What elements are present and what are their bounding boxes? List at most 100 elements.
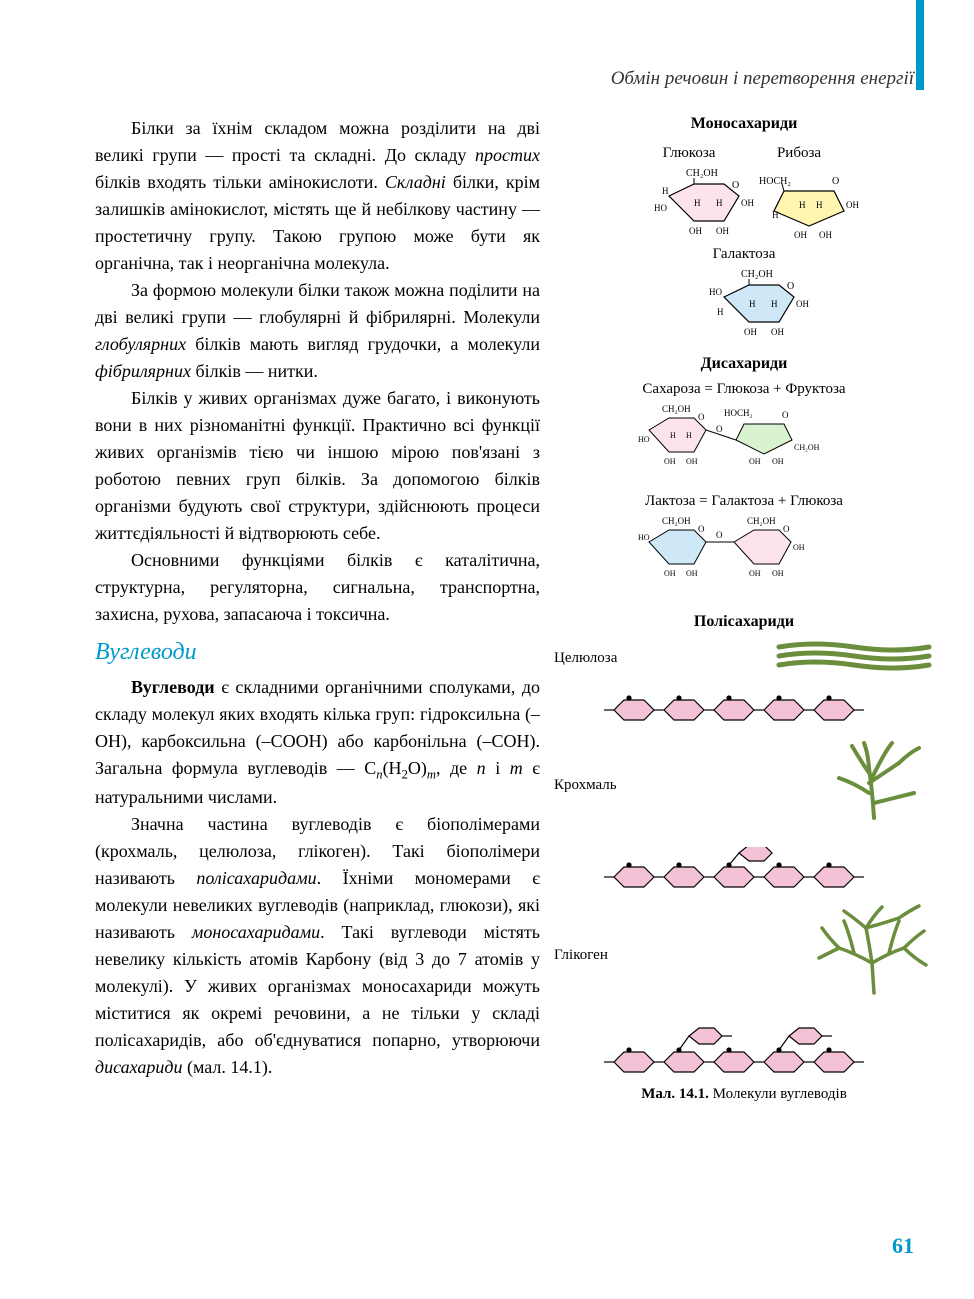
em: фібрилярних	[95, 361, 191, 381]
svg-text:CH₂OH: CH₂OH	[747, 516, 776, 526]
glycogen-chain-icon	[554, 1022, 934, 1078]
paragraph-1: Білки за їхнім складом можна розділити н…	[95, 115, 540, 277]
svg-text:H: H	[772, 210, 779, 220]
svg-text:HOCH₂: HOCH₂	[724, 408, 753, 418]
figure-caption: Мал. 14.1. Молекули вуглеводів	[554, 1086, 934, 1103]
paragraph-3: Білків у живих організмах дуже багато, і…	[95, 385, 540, 547]
text: (H	[383, 758, 402, 778]
galactose-icon: CH₂OH O HO OH H OH OH H H	[699, 267, 789, 337]
ribose-label: Рибоза	[777, 145, 821, 162]
galactose-block: Галактоза CH₂OH O HO OH H OH OH H H	[554, 242, 934, 337]
svg-text:H: H	[816, 200, 823, 210]
svg-text:H: H	[716, 198, 723, 208]
ribose-block: Рибоза HOCH₂ O OH OH OH H H H	[754, 141, 844, 236]
svg-text:OH: OH	[794, 230, 807, 240]
poly-heading: Полісахариди	[554, 613, 934, 631]
svg-text:O: O	[716, 424, 723, 434]
ribose-icon: HOCH₂ O OH OH OH H H H	[754, 166, 844, 236]
em: полісахаридами	[196, 868, 316, 888]
svg-text:OH: OH	[716, 226, 729, 236]
svg-text:H: H	[799, 200, 806, 210]
text: білків входять тільки амінокислоти.	[95, 172, 385, 192]
svg-text:OH: OH	[686, 457, 698, 466]
svg-text:OH: OH	[819, 230, 832, 240]
svg-text:OH: OH	[744, 327, 757, 337]
svg-text:OH: OH	[664, 457, 676, 466]
svg-text:OH: OH	[772, 569, 784, 578]
sub: m	[427, 768, 436, 782]
svg-text:CH₂OH: CH₂OH	[686, 168, 718, 179]
svg-text:HO: HO	[654, 203, 667, 213]
text: білків мають вигляд грудочки, а молекули	[186, 334, 540, 354]
mono-heading: Моносахариди	[554, 115, 934, 133]
starch-block: Крохмаль	[554, 738, 934, 833]
glycogen-block: Глікоген	[554, 903, 934, 1008]
glycogen-label: Глікоген	[554, 947, 608, 964]
chapter-title: Обмін речовин і перетворення енергії	[611, 68, 914, 90]
glycogen-blob-icon	[814, 903, 934, 1008]
glucose-label: Глюкоза	[663, 145, 716, 162]
paragraph-5: Вуглеводи є складними органічними сполук…	[95, 674, 540, 811]
svg-text:OH: OH	[749, 457, 761, 466]
page-number: 61	[892, 1233, 914, 1259]
glucose-block: Глюкоза CH₂OH O H OH HO OH OH H H	[644, 141, 734, 236]
svg-text:O: O	[698, 412, 705, 422]
sucrose-icon: CH₂OH O HO OH OH H H HOCH₂ O CH₂OH OH OH…	[554, 402, 934, 487]
bold: Вуглеводи	[131, 677, 215, 697]
svg-text:H: H	[670, 431, 676, 440]
cellulose-label: Целюлоза	[554, 650, 617, 667]
svg-text:HO: HO	[709, 287, 722, 297]
glucose-icon: CH₂OH O H OH HO OH OH H H	[644, 166, 734, 236]
paragraph-2: За формою молекули білки також можна под…	[95, 277, 540, 385]
figure-sidebar: Моносахариди Глюкоза CH₂OH O H OH HO OH …	[554, 115, 934, 1103]
svg-text:OH: OH	[796, 299, 809, 309]
em: моносахаридами	[192, 922, 320, 942]
cellulose-block: Целюлоза	[554, 639, 934, 678]
em: глобулярних	[95, 334, 186, 354]
text: O)	[408, 758, 427, 778]
svg-text:H: H	[694, 198, 701, 208]
svg-text:O: O	[832, 176, 839, 187]
cellulose-strands-icon	[774, 639, 934, 678]
svg-text:CH₂OH: CH₂OH	[662, 404, 691, 414]
em: n	[477, 758, 486, 778]
text: і	[486, 758, 510, 778]
svg-text:O: O	[698, 524, 705, 534]
mono-row-1: Глюкоза CH₂OH O H OH HO OH OH H H Рибоза	[554, 141, 934, 236]
main-text: Білки за їхнім складом можна розділити н…	[95, 115, 540, 1081]
paragraph-6: Значна частина вуглеводів є біополімерам…	[95, 811, 540, 1081]
svg-text:CH₂OH: CH₂OH	[794, 443, 820, 452]
svg-text:O: O	[783, 524, 790, 534]
text: , де	[436, 758, 477, 778]
svg-text:OH: OH	[772, 457, 784, 466]
svg-text:OH: OH	[689, 226, 702, 236]
svg-text:O: O	[782, 410, 789, 420]
svg-text:OH: OH	[741, 198, 754, 208]
svg-text:OH: OH	[793, 543, 805, 552]
caption-num: Мал. 14.1.	[641, 1086, 709, 1102]
svg-text:OH: OH	[686, 569, 698, 578]
caption-text: Молекули вуглеводів	[709, 1086, 847, 1102]
text: Білки за їхнім складом можна розділити н…	[95, 118, 540, 165]
em: дисахариди	[95, 1057, 183, 1077]
svg-text:O: O	[716, 530, 723, 540]
svg-text:HO: HO	[638, 435, 650, 444]
svg-text:H: H	[662, 186, 669, 196]
starch-blob-icon	[824, 738, 934, 833]
page-tab	[916, 0, 924, 90]
em: m	[510, 758, 523, 778]
em: Складні	[385, 172, 446, 192]
svg-text:OH: OH	[664, 569, 676, 578]
svg-text:OH: OH	[771, 327, 784, 337]
svg-text:H: H	[686, 431, 692, 440]
svg-text:OH: OH	[749, 569, 761, 578]
svg-text:H: H	[771, 299, 778, 309]
lactose-eq: Лактоза = Галактоза + Глюкоза	[554, 493, 934, 510]
starch-label: Крохмаль	[554, 777, 617, 794]
svg-text:CH₂OH: CH₂OH	[741, 269, 773, 280]
svg-text:OH: OH	[846, 200, 859, 210]
svg-text:O: O	[787, 281, 794, 292]
svg-text:H: H	[717, 307, 724, 317]
svg-text:HO: HO	[638, 533, 650, 542]
paragraph-4: Основними функціями білків є каталітична…	[95, 547, 540, 628]
